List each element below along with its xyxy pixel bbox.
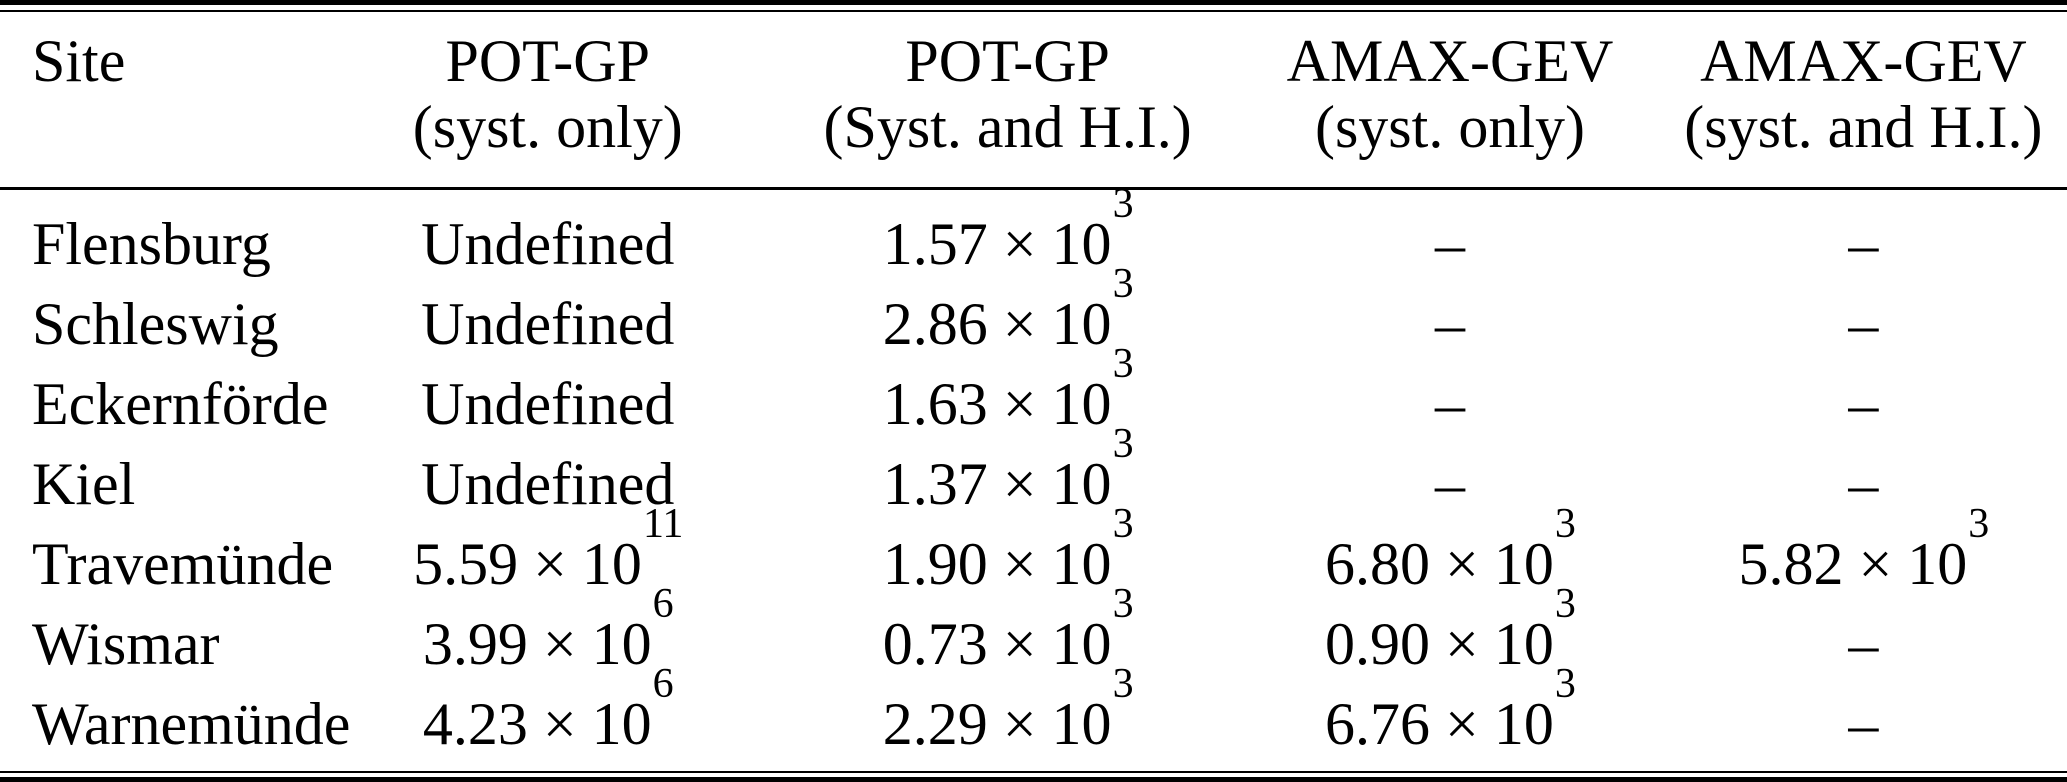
header-row: Site POT-GP (syst. only) POT-GP (Syst. a…	[0, 12, 2067, 190]
site-cell: Warnemünde	[32, 691, 351, 757]
header-pot-gp-syst-hi: POT-GP (Syst. and H.I.)	[775, 12, 1241, 190]
value-cell: Undefined	[421, 211, 675, 277]
value-cell: –	[1848, 451, 1879, 517]
table-row-flensburg: Flensburg Undefined 1.57 × 103 – –	[0, 181, 2067, 285]
value-cell: –	[1848, 291, 1879, 357]
value-cell: 5.59 × 1011	[413, 501, 684, 597]
exponent: 3	[1112, 661, 1134, 707]
value-cell: 1.90 × 103	[882, 501, 1134, 597]
exponent: 3	[1112, 501, 1134, 547]
header-line1: POT-GP	[905, 28, 1110, 94]
table-row-warnemuende: Warnemünde 4.23 × 106 2.29 × 103 6.76 × …	[0, 661, 2067, 774]
table-row-kiel: Kiel Undefined 1.37 × 103 – –	[0, 421, 2067, 524]
value-cell: Undefined	[421, 451, 675, 517]
header-line2: (Syst. and H.I.)	[823, 94, 1192, 160]
exponent: 3	[1968, 501, 1990, 547]
header-site: Site	[0, 12, 321, 190]
exponent: 3	[1112, 421, 1134, 467]
value-cell: 6.76 × 103	[1325, 661, 1576, 757]
exponent: 11	[642, 501, 684, 547]
value-cell: 4.23 × 106	[422, 661, 674, 757]
header-amax-gev-syst-hi: AMAX-GEV (syst. and H.I.)	[1659, 12, 2067, 190]
table-row-travemuende: Travemünde 5.59 × 1011 1.90 × 103 6.80 ×…	[0, 501, 2067, 604]
exponent: 3	[1554, 501, 1576, 547]
table-row-eckernfoerde: Eckernförde Undefined 1.63 × 103 – –	[0, 341, 2067, 444]
site-cell: Travemünde	[32, 531, 334, 597]
value-cell: –	[1434, 211, 1465, 277]
value-cell: –	[1434, 371, 1465, 437]
value-cell: 1.57 × 103	[882, 181, 1134, 277]
value-cell: 2.86 × 103	[882, 261, 1134, 357]
header-line1: AMAX-GEV	[1286, 28, 1614, 94]
header-line2: (syst. and H.I.)	[1684, 94, 2043, 160]
value-cell: –	[1434, 291, 1465, 357]
header-pot-gp-syst-only: POT-GP (syst. only)	[320, 12, 776, 190]
value-cell: 2.29 × 103	[882, 661, 1134, 757]
exponent: 6	[652, 661, 674, 707]
value-cell: –	[1848, 611, 1879, 677]
value-cell: 5.82 × 103	[1738, 501, 1990, 597]
value-cell: 1.63 × 103	[882, 341, 1134, 437]
table-inner-rule: Site POT-GP (syst. only) POT-GP (Syst. a…	[0, 10, 2067, 773]
value-cell: –	[1848, 371, 1879, 437]
site-cell: Eckernförde	[32, 371, 329, 437]
header-line1: POT-GP	[445, 28, 650, 94]
exponent: 3	[1112, 181, 1134, 227]
value-cell: –	[1848, 211, 1879, 277]
value-cell: Undefined	[421, 291, 675, 357]
exponent: 3	[1554, 581, 1576, 627]
site-cell: Schleswig	[32, 291, 279, 357]
site-cell: Wismar	[32, 611, 220, 677]
value-cell: Undefined	[421, 371, 675, 437]
exponent: 3	[1554, 661, 1576, 707]
value-cell: –	[1434, 451, 1465, 517]
site-cell: Flensburg	[32, 211, 271, 277]
exponent: 6	[652, 581, 674, 627]
table-body: Flensburg Undefined 1.57 × 103 – – Schle…	[0, 181, 2067, 775]
results-table: Site POT-GP (syst. only) POT-GP (Syst. a…	[0, 12, 2067, 774]
value-cell: 0.90 × 103	[1325, 581, 1576, 677]
exponent: 3	[1112, 341, 1134, 387]
header-amax-gev-syst-only: AMAX-GEV (syst. only)	[1240, 12, 1660, 190]
site-cell: Kiel	[32, 451, 136, 517]
value-cell: 3.99 × 106	[422, 581, 674, 677]
table-row-schleswig: Schleswig Undefined 2.86 × 103 – –	[0, 261, 2067, 364]
exponent: 3	[1112, 581, 1134, 627]
value-cell: 1.37 × 103	[882, 421, 1134, 517]
table-header: Site POT-GP (syst. only) POT-GP (Syst. a…	[0, 12, 2067, 190]
table-row-wismar: Wismar 3.99 × 106 0.73 × 103 0.90 × 103 …	[0, 581, 2067, 684]
header-line1: AMAX-GEV	[1700, 28, 2027, 94]
header-line2: (syst. only)	[1314, 94, 1585, 160]
header-line2: (syst. only)	[412, 94, 683, 160]
header-line1: Site	[32, 28, 126, 94]
exponent: 3	[1112, 261, 1134, 307]
value-cell: 0.73 × 103	[882, 581, 1134, 677]
value-cell: –	[1848, 691, 1879, 757]
value-cell: 6.80 × 103	[1325, 501, 1576, 597]
